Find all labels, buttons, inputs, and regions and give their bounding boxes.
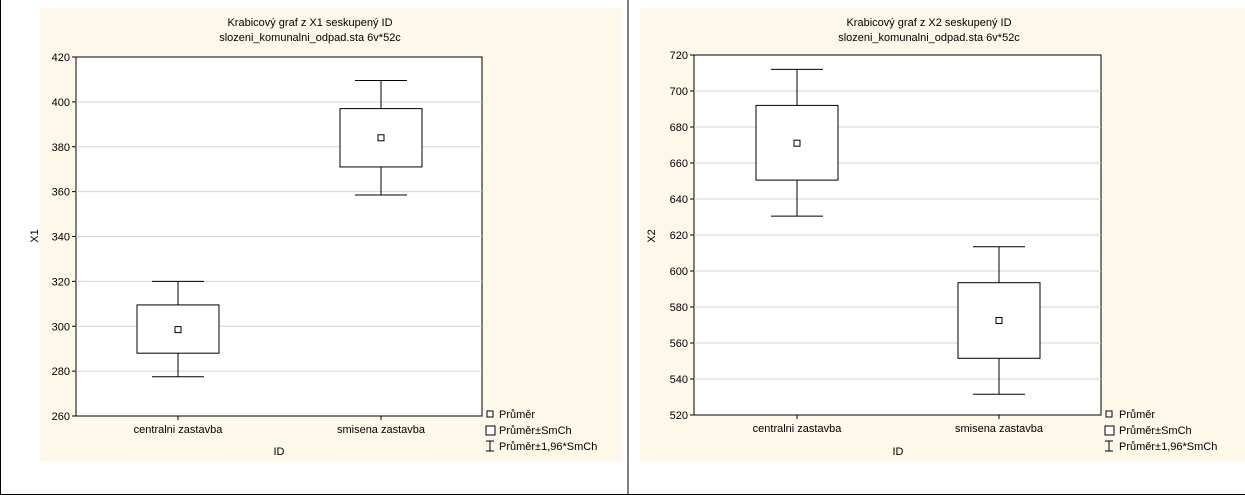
x-tick-label: smisena zastavba: [337, 424, 426, 436]
mean-marker: [793, 139, 801, 147]
y-tick-label: 660: [670, 158, 688, 170]
y-tick-label: 320: [52, 276, 70, 288]
x-tick-label: centralni zastavba: [753, 423, 843, 435]
y-axis-label: X2: [646, 229, 658, 242]
x-tick-label: smisena zastavba: [955, 423, 1044, 435]
y-tick-label: 260: [52, 411, 70, 423]
y-axis-ticks: 260 280 300 320 340 360 380 400 420: [52, 52, 76, 423]
chart-title: Krabicový graf z X1 seskupený ID: [227, 17, 392, 29]
legend-se-symbol: [1104, 425, 1115, 436]
legend-se-label: Průměr±SmCh: [1119, 425, 1192, 437]
y-tick-label: 620: [670, 230, 688, 242]
x-axis-tick-labels: centralni zastavba smisena zastavba: [753, 415, 1044, 435]
chart-subtitle: slozeni_komunalni_odpad.sta 6v*52c: [219, 32, 401, 44]
x-axis-label: ID: [274, 446, 285, 458]
legend-ci-label: Průměr±1,96*SmCh: [1119, 441, 1217, 453]
gridlines: [76, 101, 482, 372]
legend: Průměr Průměr±SmCh Průměr±1,96*SmCh: [485, 409, 597, 453]
y-tick-label: 280: [52, 366, 70, 378]
legend-se-label: Průměr±SmCh: [499, 425, 572, 437]
box-smisena-zastavba: [957, 246, 1041, 395]
legend-mean-symbol: [486, 410, 494, 418]
y-tick-label: 680: [670, 122, 688, 134]
legend-se-symbol: [485, 425, 496, 436]
chart-subtitle: slozeni_komunalni_odpad.sta 6v*52c: [838, 32, 1020, 44]
y-tick-label: 340: [52, 232, 70, 244]
y-tick-label: 380: [52, 142, 70, 154]
chart-title: Krabicový graf z X2 seskupený ID: [846, 17, 1011, 29]
boxes: [755, 68, 1041, 395]
box-centralni-zastavba: [136, 280, 220, 378]
y-tick-label: 420: [52, 52, 70, 64]
y-tick-label: 360: [52, 187, 70, 199]
y-tick-label: 560: [670, 338, 688, 350]
box-centralni-zastavba: [755, 68, 839, 217]
x-axis-label: ID: [893, 446, 904, 458]
y-tick-label: 520: [670, 410, 688, 422]
legend-mean-label: Průměr: [499, 409, 535, 421]
chart-panel-x1: Krabicový graf z X1 seskupený ID slozeni…: [29, 8, 622, 462]
mean-marker: [174, 326, 182, 334]
mean-marker: [995, 317, 1003, 324]
y-tick-label: 640: [670, 194, 688, 206]
y-tick-label: 600: [670, 266, 688, 278]
box-smisena-zastavba: [339, 80, 423, 196]
y-tick-label: 300: [52, 321, 70, 333]
y-axis-label: X1: [29, 229, 41, 242]
y-tick-label: 400: [52, 97, 70, 109]
x-tick-label: centralni zastavba: [134, 424, 224, 436]
y-tick-label: 580: [670, 302, 688, 314]
mean-marker: [377, 134, 385, 142]
chart-panel-x2: Krabicový graf z X2 seskupený ID slozeni…: [640, 8, 1245, 462]
y-tick-label: 540: [670, 374, 688, 386]
x-axis-tick-labels: centralni zastavba smisena zastavba: [134, 416, 426, 436]
y-tick-label: 720: [670, 50, 688, 62]
legend: Průměr Průměr±SmCh Průměr±1,96*SmCh: [1104, 409, 1217, 453]
boxes: [136, 80, 423, 378]
legend-mean-symbol: [1105, 410, 1113, 418]
legend-mean-label: Průměr: [1119, 409, 1155, 421]
legend-ci-label: Průměr±1,96*SmCh: [499, 441, 597, 453]
y-tick-label: 700: [670, 86, 688, 98]
y-axis-ticks: 520 540 560 580 600 620 640 660 680 700 720: [670, 50, 694, 422]
